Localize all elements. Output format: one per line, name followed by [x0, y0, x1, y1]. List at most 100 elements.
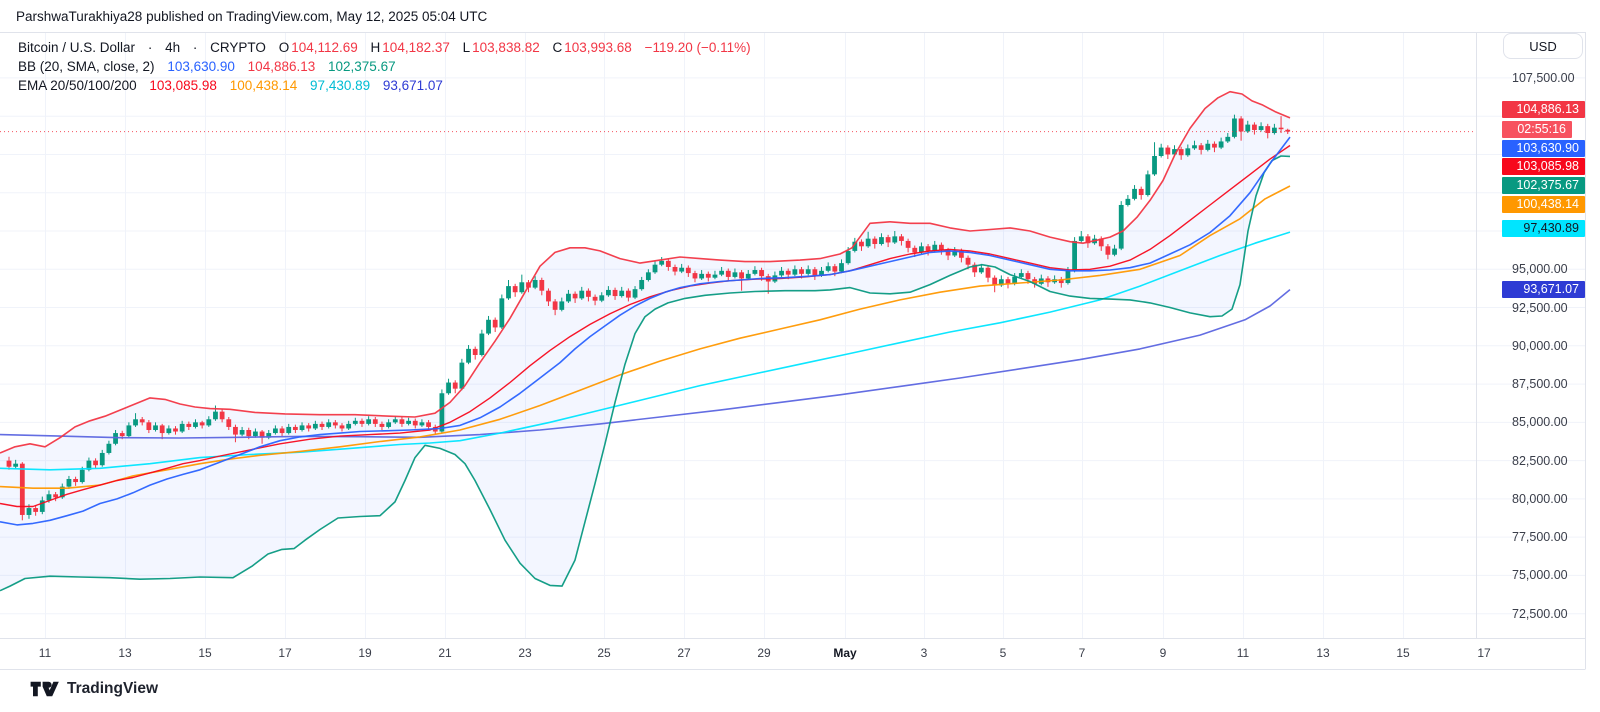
price-axis[interactable]: USD 107,500.00 95,000.00 92,500.00 90,000.0…: [1476, 32, 1600, 638]
candle-body: [279, 428, 285, 434]
time-axis-label: 17: [1477, 646, 1491, 660]
candle-body: [779, 270, 784, 276]
candle-body: [233, 426, 238, 435]
candle-body: [1172, 149, 1177, 155]
candle-body: [659, 260, 665, 265]
ema50-line: [0, 185, 1291, 490]
candle-body: [119, 433, 125, 437]
candle-body: [193, 422, 198, 427]
candle-body: [845, 250, 851, 264]
time-axis-label: 5: [999, 646, 1007, 660]
bb-indicator-label: BB (20, SMA, close, 2): [18, 59, 155, 74]
ema20-value: 103,085.98: [149, 78, 217, 93]
currency-toggle-button[interactable]: USD: [1503, 33, 1583, 59]
time-axis[interactable]: 11 13 15 17 19 21 23 25 27 29 May 3 5 7 9 11 13 15 17: [0, 639, 1600, 669]
candle-body: [312, 423, 318, 429]
open-label: O: [278, 40, 290, 55]
candle-body: [725, 270, 731, 277]
candle-body: [386, 422, 392, 427]
tradingview-logo-icon[interactable]: [30, 680, 60, 698]
candle-body: [93, 460, 98, 466]
time-axis-label: 25: [597, 646, 611, 660]
candle-body: [812, 269, 818, 276]
change-value: −119.20 (−0.11%): [644, 40, 751, 55]
time-axis-label: 15: [1396, 646, 1410, 660]
candle-body: [406, 420, 411, 424]
candle-body: [1192, 145, 1197, 149]
candle-body: [1025, 273, 1031, 280]
candle-body: [392, 419, 398, 423]
candle-body: [732, 272, 738, 277]
candle-body: [146, 422, 152, 430]
legend-bb-row[interactable]: BB (20, SMA, close, 2) 103,630.90 104,88…: [18, 57, 751, 76]
candle-body: [79, 469, 85, 483]
candle-body: [859, 241, 864, 247]
time-axis-label: May: [833, 646, 857, 660]
candle-body: [1212, 143, 1217, 148]
separator-dot: ·: [192, 40, 198, 55]
candle-body: [352, 420, 358, 424]
candle-body: [479, 333, 485, 355]
candle-body: [246, 429, 252, 437]
price-axis-label: 95,000.00: [1512, 262, 1568, 277]
candle-body: [572, 293, 578, 299]
candle-body: [552, 301, 558, 310]
candle-body: [332, 422, 338, 426]
candle-body: [625, 290, 631, 298]
candle-body: [219, 411, 225, 420]
candle-body: [978, 267, 984, 273]
candle-body: [1072, 240, 1077, 271]
candle-body: [6, 460, 12, 467]
candle-body: [19, 463, 25, 515]
candle-body: [839, 263, 844, 272]
candle-body: [366, 419, 372, 424]
time-axis-label: 11: [38, 646, 52, 660]
bb-upper-badge: 104,886.13: [1502, 101, 1585, 118]
candle-body: [306, 425, 312, 429]
candle-body: [679, 267, 685, 272]
candle-body: [1112, 248, 1117, 255]
candle-body: [632, 289, 638, 298]
candle-body: [879, 237, 884, 245]
candle-body: [539, 279, 545, 291]
time-axis-label: 13: [1316, 646, 1330, 660]
candle-body: [1178, 149, 1184, 156]
candle-body: [1265, 126, 1271, 134]
time-axis-label: 17: [278, 646, 292, 660]
price-axis-label: 107,500.00: [1512, 70, 1575, 85]
ema-indicator-label: EMA 20/50/100/200: [18, 78, 137, 93]
candle-body: [1105, 246, 1111, 255]
candle-body: [992, 277, 998, 286]
candle-body: [1125, 198, 1131, 205]
price-axis-label: 87,500.00: [1512, 377, 1568, 392]
candle-body: [86, 460, 92, 470]
bb-band-fill: [0, 91, 1290, 591]
candle-body: [1152, 155, 1157, 175]
time-axis-label: 19: [358, 646, 372, 660]
legend-ema-row[interactable]: EMA 20/50/100/200 103,085.98 100,438.14 …: [18, 76, 751, 95]
candle-body: [745, 273, 751, 279]
candle-body: [586, 290, 591, 297]
time-axis-label: 13: [118, 646, 132, 660]
candle-body: [579, 290, 585, 299]
time-axis-label: 11: [1236, 646, 1250, 660]
bb-lower-badge: 102,375.67: [1502, 176, 1585, 194]
candle-body: [253, 431, 258, 437]
candle-body: [1145, 174, 1151, 196]
candle-body: [892, 236, 898, 243]
candle-body: [226, 419, 232, 427]
candle-body: [299, 425, 305, 430]
candle-body: [1232, 118, 1237, 137]
candle-body: [426, 422, 431, 427]
tradingview-brand-text[interactable]: TradingView: [67, 680, 159, 697]
legend-symbol-row[interactable]: Bitcoin / U.S. Dollar · 4h · CRYPTO O 104…: [18, 38, 751, 57]
time-axis-label: 9: [1159, 646, 1167, 660]
candle-body: [1138, 188, 1144, 196]
candle-body: [799, 269, 804, 274]
candle-body: [126, 425, 132, 437]
bb-lower-value: 102,375.67: [328, 59, 396, 74]
candle-body: [606, 289, 611, 296]
close-label: C: [552, 40, 563, 55]
price-axis-label: 82,500.00: [1512, 453, 1568, 468]
